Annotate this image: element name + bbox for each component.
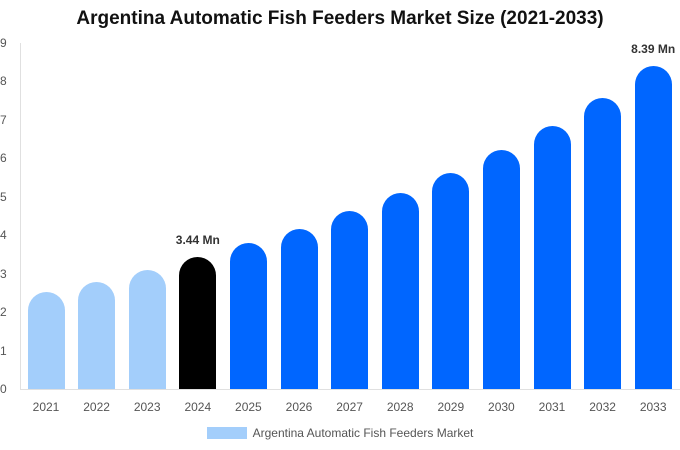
y-tick-label: 3: [0, 266, 7, 281]
x-tick-label: 2027: [336, 400, 363, 414]
x-tick-label: 2029: [437, 400, 465, 414]
x-tick-label: 2032: [589, 400, 616, 414]
data-label-2024: 3.44 Mn: [175, 232, 220, 247]
y-tick-label: 1: [0, 343, 7, 358]
x-tick-label: 2024: [184, 400, 212, 414]
legend-swatch[interactable]: [206, 427, 247, 439]
y-tick-label: 2: [0, 305, 7, 320]
bar-2025[interactable]: [229, 242, 267, 389]
x-tick-label: 2021: [32, 400, 60, 414]
y-tick-label: 8: [0, 74, 7, 89]
legend-label: Argentina Automatic Fish Feeders Market: [252, 426, 474, 440]
y-tick-label: 9: [0, 36, 7, 50]
data-label-2033: 8.39 Mn: [631, 42, 676, 57]
x-axis-line: [20, 389, 680, 390]
y-tick-label: 0: [0, 382, 7, 396]
x-tick-label: 2028: [386, 400, 414, 414]
bar-2031[interactable]: [533, 125, 571, 389]
bar-2023[interactable]: [128, 269, 166, 389]
bar-2024[interactable]: [179, 256, 217, 389]
x-tick-label: 2022: [83, 400, 110, 414]
bar-2021[interactable]: [27, 291, 65, 389]
bar-2027[interactable]: [331, 210, 369, 389]
y-axis-line: [20, 43, 21, 389]
bar-2022[interactable]: [78, 281, 116, 389]
bar-2026[interactable]: [280, 228, 318, 389]
y-tick-label: 4: [0, 228, 7, 243]
y-tick-label: 5: [0, 189, 7, 204]
y-tick-label: 7: [0, 112, 7, 127]
bar-2029[interactable]: [432, 172, 470, 389]
x-tick-label: 2030: [488, 400, 515, 414]
x-tick-label: 2033: [639, 400, 667, 414]
bar-2033[interactable]: [634, 66, 672, 389]
x-tick-label: 2031: [538, 400, 566, 414]
bar-2032[interactable]: [584, 97, 622, 389]
x-tick-label: 2025: [235, 400, 262, 414]
y-tick-label: 6: [0, 151, 7, 166]
legend: Argentina Automatic Fish Feeders Market: [0, 426, 680, 440]
bar-2030[interactable]: [482, 149, 520, 389]
bar-2028[interactable]: [381, 192, 419, 389]
x-tick-label: 2023: [133, 400, 161, 414]
chart-title: Argentina Automatic Fish Feeders Market …: [76, 8, 604, 29]
plot-area: [20, 43, 680, 389]
x-tick-label: 2026: [285, 400, 313, 414]
